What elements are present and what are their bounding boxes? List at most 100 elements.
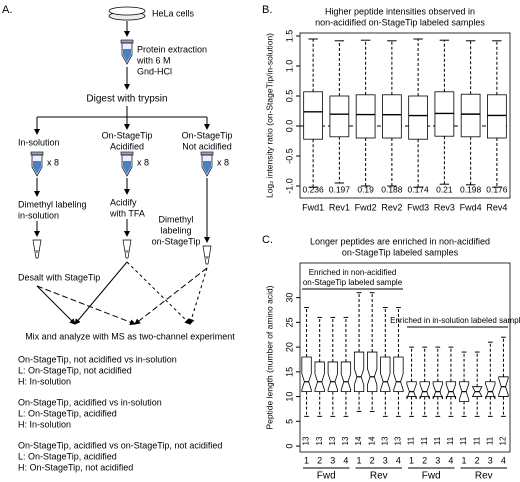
branch-label: On-StageTip: [102, 130, 153, 140]
experiment-line: On-StageTip, acidified vs in-solution: [18, 397, 162, 407]
median-label: 0.188: [381, 184, 403, 194]
arrow: [126, 261, 191, 325]
branch-label: In-solution: [18, 137, 60, 147]
step-label: Dimethyl labeling: [18, 199, 87, 209]
arrow: [36, 285, 136, 325]
panel-label: B.: [262, 4, 272, 16]
x-tick-label: 1: [357, 455, 362, 465]
branch-label: Acidified: [110, 141, 144, 151]
median-label: 11: [446, 436, 455, 445]
y-tick-label: 15: [284, 367, 294, 377]
chart-title: Higher peptide intensities observed in: [325, 6, 475, 16]
box: [329, 95, 350, 138]
x-tick-label: 3: [383, 455, 388, 465]
median-label: 13: [315, 436, 324, 445]
y-tick-label: 1.0: [284, 60, 294, 73]
box: [460, 93, 481, 138]
x-tick-label: Fwd1: [302, 202, 324, 212]
x-tick-label: Rev4: [486, 202, 507, 212]
median-label: 12: [499, 436, 508, 445]
y-tick-label: -0.5: [284, 148, 294, 164]
experiment-list: On-StageTip, not acidified vs in-solutio…: [18, 354, 222, 472]
panel-a: A. HeLa cells Protein extraction with 6 …: [2, 4, 235, 472]
x-tick-label: Fwd3: [407, 202, 429, 212]
branch-label: On-StageTip: [182, 130, 233, 140]
box: [485, 381, 496, 400]
group-label: Fwd: [422, 471, 441, 482]
step-label: Acidify: [110, 197, 137, 207]
y-tick-label: -1.0: [284, 178, 294, 194]
median-label: 0.19: [357, 184, 374, 194]
y-tick-label: 30: [284, 293, 294, 303]
panel-label: A.: [2, 4, 12, 16]
experiment-line: H: In-solution: [18, 419, 71, 429]
y-tick-label: 0.0: [284, 120, 294, 133]
median-label: 0.21: [436, 184, 453, 194]
x-tick-label: Rev3: [434, 202, 455, 212]
y-tick-label: 5: [284, 419, 294, 424]
box: [303, 91, 323, 140]
median-label: 13: [394, 436, 403, 445]
experiment-line: On-StageTip, acidified vs on-StageTip, n…: [18, 440, 222, 450]
box: [432, 381, 443, 400]
median-label: 13: [380, 436, 389, 445]
median-label: 0.236: [302, 184, 324, 194]
median-label: 11: [433, 436, 442, 445]
x-tick-label: Fwd4: [460, 202, 482, 212]
median-label: 14: [367, 436, 376, 445]
annotation: Enriched in in-solution labeled sample: [390, 316, 520, 325]
median-label: 11: [472, 436, 481, 445]
y-axis-label: Peptide length (number of amino acid): [264, 285, 274, 429]
box: [355, 94, 376, 139]
experiment-line: On-StageTip, not acidified vs in-solutio…: [18, 354, 177, 364]
annotation: on-StageTip labeled sample: [303, 278, 403, 287]
tube: [120, 39, 134, 65]
y-tick-label: 20: [284, 342, 294, 352]
count-label: x 8: [137, 157, 149, 167]
y-axis-label: Log₂ intensity ratio (on-StageTip/in-sol…: [264, 33, 274, 198]
arrow: [74, 261, 128, 325]
x-tick-label: Fwd2: [355, 202, 377, 212]
x-tick-label: 1: [304, 455, 309, 465]
median-label: 0.174: [407, 184, 429, 194]
count-label: x 8: [217, 157, 229, 167]
box: [487, 94, 507, 139]
box: [445, 381, 457, 400]
step-label: labeling: [160, 225, 191, 235]
x-tick-label: 4: [501, 455, 506, 465]
x-tick-label: 4: [343, 455, 348, 465]
tube: [120, 151, 134, 177]
x-tick-label: 4: [396, 455, 401, 465]
median-label: 11: [420, 436, 429, 445]
median-label: 13: [328, 436, 337, 445]
y-tick-label: 0: [284, 444, 294, 449]
count-label: x 8: [47, 157, 59, 167]
step-label: with 6 M: [136, 55, 171, 65]
box: [408, 95, 428, 140]
y-tick-label: 10: [284, 392, 294, 402]
step-label: Protein extraction: [137, 44, 207, 54]
chart-title: Longer peptides are enriched in non-acid…: [310, 236, 490, 246]
x-tick-label: 4: [448, 455, 453, 465]
median-label: 13: [302, 436, 311, 445]
median-label: 14: [354, 436, 363, 445]
x-tick-label: 2: [475, 455, 480, 465]
x-tick-label: 3: [488, 455, 493, 465]
x-tick-label: 3: [435, 455, 440, 465]
tube: [200, 151, 214, 177]
box: [382, 94, 402, 139]
plot-frame: [299, 32, 511, 199]
box: [393, 356, 404, 393]
stage-tip: [122, 239, 132, 259]
panel-label: C.: [262, 234, 273, 246]
median-label: 0.198: [460, 184, 482, 194]
box: [419, 381, 430, 400]
annotation: Enriched in non-acidified: [309, 268, 397, 277]
box: [314, 361, 325, 393]
group-label: Rev: [370, 471, 388, 482]
connector: [37, 106, 207, 118]
median-label: 11: [407, 436, 416, 445]
arrow: [188, 267, 208, 325]
chart-title: non-acidified on-StageTip labeled sample…: [315, 17, 485, 27]
